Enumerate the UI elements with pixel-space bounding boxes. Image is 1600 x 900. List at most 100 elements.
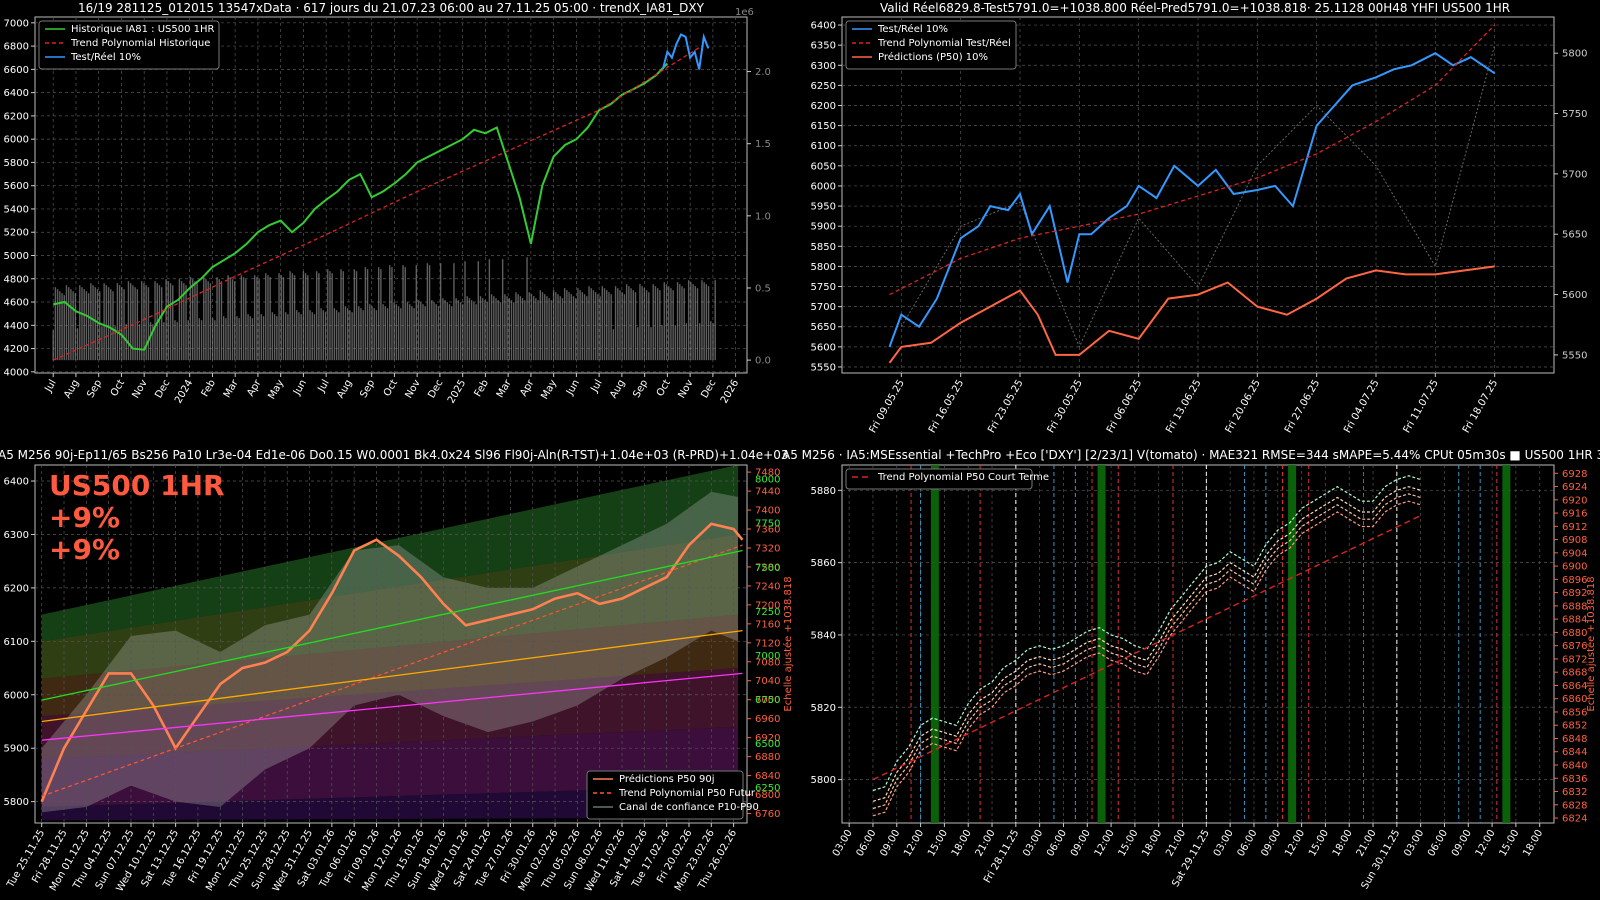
session-bar — [930, 465, 939, 823]
xtick-label-2: Fri 11.07.25 — [1402, 378, 1441, 435]
xtick-label-1: Dec — [153, 378, 172, 400]
y2tick-label-3: 7040 — [755, 676, 780, 687]
ytick-label-2: 6300 — [811, 61, 836, 72]
xtick-label-4: 21:00 — [974, 828, 998, 858]
xtick-label-1: Aug — [335, 378, 354, 400]
legend-entry-1: Trend Polynomial Historique — [70, 38, 210, 49]
y2tick-label-3: 7360 — [755, 525, 780, 536]
xtick-label-2: Fri 20.06.25 — [1224, 378, 1263, 435]
legend-box-1 — [38, 20, 220, 70]
y2tick-green-3: 6750 — [755, 695, 780, 706]
xtick-label-2: Fri 30.05.25 — [1046, 378, 1085, 435]
big-annotation: US500 1HR — [49, 469, 225, 502]
y2tick-label-4: 6896 — [1562, 575, 1587, 586]
xtick-label-1: Dec — [699, 378, 718, 400]
series-line-4 — [872, 500, 1421, 817]
y2tick-green-3: 6500 — [755, 739, 780, 750]
confidence-band — [41, 534, 739, 679]
xtick-label-4: 06:00 — [1045, 828, 1069, 858]
xtick-label-4: 03:00 — [1212, 828, 1236, 858]
y2tick-label-3: 7280 — [755, 562, 780, 573]
shadow-line — [900, 45, 1496, 349]
ytick-label-2: 6100 — [811, 141, 836, 152]
y2tick-label-4: 6832 — [1562, 787, 1587, 798]
y2tick-label-2: 5600 — [1562, 290, 1587, 301]
y2tick-label-4: 6836 — [1562, 774, 1587, 785]
ytick-label-1: 5600 — [4, 181, 29, 192]
ytick-label-1: 5000 — [4, 251, 29, 262]
xtick-label-1: May — [266, 378, 286, 401]
series-line-4 — [872, 475, 1421, 792]
y2tick-label-3: 7400 — [755, 506, 780, 517]
xtick-label-1: Jun — [291, 378, 309, 398]
series-line-2 — [889, 24, 1496, 296]
xtick-label-4: 06:00 — [855, 828, 879, 858]
y2tick-label-1: 0.5 — [755, 283, 771, 294]
xtick-label-4: 12:00 — [1283, 828, 1307, 858]
y2tick-label-1: 0.0 — [755, 356, 771, 367]
ytick-label-3: 6100 — [4, 637, 29, 648]
xtick-label-4: 09:00 — [1069, 828, 1093, 858]
xtick-label-4: 15:00 — [1498, 828, 1522, 858]
series-line-4 — [872, 493, 1421, 810]
xtick-label-4: 09:00 — [1259, 828, 1283, 858]
y2tick-label-1: 1.0 — [755, 211, 771, 222]
legend-entry-1: Historique IA81 : US500 1HR — [71, 24, 215, 35]
ytick-label-2: 5700 — [811, 302, 836, 313]
y2tick-label-4: 6892 — [1562, 588, 1587, 599]
series-line-2 — [888, 52, 1496, 348]
ytick-label-1: 4400 — [4, 321, 29, 332]
ytick-label-3: 6300 — [4, 530, 29, 541]
panel1-title: 16/19 281125_012015 13547xData · 617 jou… — [78, 1, 704, 15]
xtick-label-4: 12:00 — [1474, 828, 1498, 858]
xtick-label-4: 12:00 — [1093, 828, 1117, 858]
legend-entry-4: Trend Polynomial P50 Court Terme — [877, 472, 1049, 483]
legend-entry-2: Test/Réel 10% — [877, 23, 948, 35]
ytick-label-2: 6350 — [811, 41, 836, 52]
panel4-title: A5 M256 · IA5:MSEssential +TechPro +Eco … — [782, 448, 1600, 462]
xtick-label-1: Mar — [495, 377, 514, 400]
y2tick-label-4: 6924 — [1562, 482, 1587, 493]
xtick-label-1: Nov — [403, 378, 422, 400]
ytick-label-1: 5800 — [4, 158, 29, 169]
y2tick-green-3: 7000 — [755, 651, 780, 662]
y2tick-green-3: 7500 — [755, 563, 780, 574]
xtick-label-2: Fri 18.07.25 — [1461, 378, 1500, 435]
series-line-3 — [41, 672, 743, 741]
ytick-label-4: 5800 — [811, 775, 836, 786]
y2tick-label-3: 6920 — [755, 733, 780, 744]
y2tick-label-4: 6900 — [1562, 562, 1587, 573]
xtick-label-2: Fri 23.05.25 — [986, 378, 1025, 435]
ytick-label-3: 6000 — [4, 690, 29, 701]
y2tick-label-2: 5550 — [1562, 350, 1587, 361]
xtick-label-1: Aug — [608, 378, 627, 400]
xtick-label-1: Jul — [589, 378, 605, 395]
ytick-label-4: 5820 — [811, 703, 836, 714]
xtick-label-1: Feb — [473, 378, 491, 399]
xtick-label-2: Fri 04.07.25 — [1342, 378, 1381, 435]
y2tick-label-3: 7120 — [755, 638, 780, 649]
xtick-label-4: 18:00 — [1331, 828, 1355, 858]
legend-box-3 — [586, 770, 744, 820]
xtick-label-1: Apr — [245, 377, 264, 398]
y2tick-green-3: 8000 — [755, 475, 780, 486]
series-line-2 — [888, 265, 1495, 364]
xtick-label-4: 03:00 — [1402, 828, 1426, 858]
xtick-label-4: 21:00 — [1355, 828, 1379, 858]
ytick-label-1: 6800 — [4, 42, 29, 53]
ytick-label-1: 5400 — [4, 204, 29, 215]
xtick-label-1: Sep — [631, 378, 650, 400]
ytick-label-2: 6050 — [811, 161, 836, 172]
xtick-label-4: 18:00 — [1140, 828, 1164, 858]
xtick-label-2: Fri 13.06.25 — [1164, 378, 1203, 435]
panel3-title: A5 M256 90j-Ep11/65 Bs256 Pa10 Lr3e-04 E… — [0, 448, 789, 462]
ytick-label-2: 5550 — [811, 362, 836, 373]
ytick-label-2: 5900 — [811, 222, 836, 233]
y2tick-label-4: 6840 — [1562, 760, 1587, 771]
y2tick-label-4: 6856 — [1562, 707, 1587, 718]
xtick-label-4: 06:00 — [1236, 828, 1260, 858]
confidence-band — [41, 726, 739, 807]
ytick-label-1: 6400 — [4, 88, 29, 99]
legend-box-4 — [845, 468, 1033, 490]
xtick-label-1: Aug — [62, 378, 81, 400]
